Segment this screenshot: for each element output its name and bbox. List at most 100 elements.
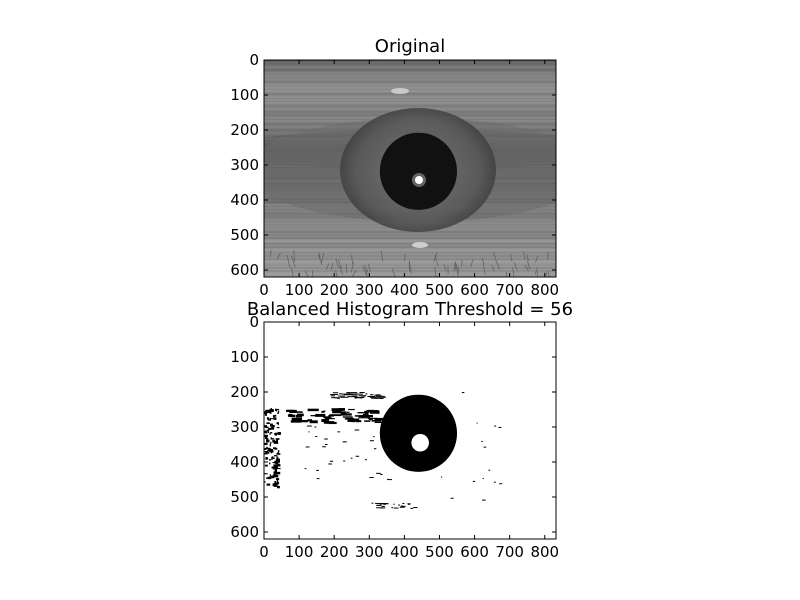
- speck: [264, 481, 266, 483]
- original-axes-frame: [263, 59, 557, 278]
- speck: [270, 408, 272, 410]
- lash: [365, 269, 368, 277]
- speck: [364, 459, 367, 461]
- speck: [264, 434, 268, 438]
- speck: [379, 503, 386, 505]
- speck: [337, 431, 341, 433]
- scanline: [264, 90, 556, 92]
- scanline: [264, 252, 556, 254]
- speck: [276, 471, 281, 475]
- scanline: [264, 261, 556, 263]
- scanline: [264, 237, 556, 239]
- lash: [491, 264, 495, 272]
- speck: [266, 422, 270, 425]
- speck: [332, 392, 339, 394]
- speck: [277, 458, 280, 461]
- speck: [264, 414, 267, 416]
- speck: [264, 411, 268, 415]
- speck: [265, 436, 268, 440]
- y-tick-label: 400: [230, 191, 259, 209]
- lash: [509, 254, 513, 262]
- lash: [453, 262, 456, 272]
- original-image: [264, 60, 556, 277]
- speck: [266, 429, 270, 432]
- y-tick-label: 600: [230, 523, 259, 541]
- speck: [383, 503, 386, 505]
- speck: [264, 425, 267, 428]
- speck: [338, 393, 342, 395]
- speck: [440, 476, 443, 478]
- speck: [272, 461, 276, 464]
- speck: [266, 446, 268, 449]
- x-tick-label: 100: [285, 281, 314, 299]
- x-tick-label: 200: [320, 543, 349, 561]
- speck: [305, 446, 310, 448]
- lash: [534, 267, 538, 275]
- panel-threshold: Balanced Histogram Threshold = 56 0 100 20…: [230, 299, 573, 561]
- speck: [304, 468, 307, 470]
- speck: [307, 408, 319, 412]
- speck: [358, 417, 371, 419]
- x-tick-label: 600: [460, 281, 489, 299]
- x-tick-label: 800: [530, 543, 559, 561]
- lash: [482, 263, 486, 275]
- speck: [272, 466, 274, 470]
- speck: [274, 461, 278, 464]
- lash: [523, 251, 526, 260]
- speck: [379, 397, 384, 399]
- speck: [277, 485, 280, 489]
- speck: [274, 483, 278, 486]
- speck: [266, 477, 268, 480]
- threshold-axes-frame: [263, 321, 557, 540]
- speck: [351, 420, 355, 423]
- speck: [387, 479, 392, 481]
- speck: [340, 411, 347, 414]
- speck: [268, 427, 272, 430]
- lash: [304, 270, 310, 277]
- speck: [346, 392, 350, 394]
- scanline: [264, 255, 556, 257]
- lash: [461, 259, 463, 267]
- y-tick-label: 300: [230, 418, 259, 436]
- speck: [271, 457, 273, 460]
- y-tick-label: 600: [230, 261, 259, 279]
- speck: [264, 451, 269, 453]
- threshold-glint: [411, 433, 429, 452]
- speck: [270, 427, 275, 430]
- speck: [270, 441, 272, 444]
- y-tick-label: 100: [230, 86, 259, 104]
- speck: [340, 413, 352, 416]
- speck: [264, 448, 267, 450]
- scanline: [264, 102, 556, 104]
- speck: [270, 425, 272, 427]
- speck: [349, 418, 360, 421]
- speck: [273, 455, 278, 457]
- lash: [408, 260, 411, 272]
- speck: [377, 504, 380, 506]
- lash: [335, 270, 338, 277]
- speck: [367, 395, 376, 397]
- speck: [329, 414, 341, 417]
- speck: [270, 475, 275, 479]
- speck: [344, 417, 354, 420]
- lash: [434, 267, 437, 277]
- speck: [275, 439, 279, 443]
- speck: [482, 478, 484, 480]
- x-tick-label: 300: [355, 543, 384, 561]
- speck: [410, 507, 414, 509]
- lash: [470, 259, 474, 268]
- x-tick-label: 700: [495, 543, 524, 561]
- speck: [265, 431, 268, 434]
- speck: [315, 413, 326, 417]
- speck: [330, 395, 335, 397]
- speck: [398, 504, 401, 506]
- speck: [273, 433, 278, 435]
- speck: [273, 464, 278, 467]
- speck: [277, 460, 280, 463]
- speck: [364, 410, 367, 413]
- speck: [274, 414, 277, 417]
- speck: [321, 419, 330, 422]
- lash: [330, 262, 334, 271]
- speck: [265, 457, 268, 460]
- x-tick-label: 700: [495, 281, 524, 299]
